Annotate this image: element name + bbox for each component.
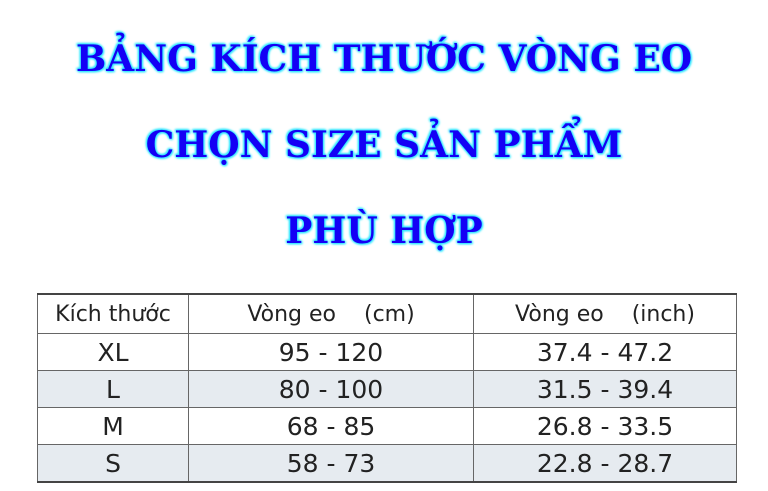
size-cell: S bbox=[37, 444, 189, 483]
cm-cell: 68 - 85 bbox=[188, 407, 474, 445]
table-row: L 80 - 100 31.5 - 39.4 bbox=[37, 370, 737, 408]
cm-cell: 80 - 100 bbox=[188, 370, 474, 408]
cm-cell: 95 - 120 bbox=[188, 333, 474, 371]
size-cell: L bbox=[37, 370, 189, 408]
cm-cell: 58 - 73 bbox=[188, 444, 474, 483]
table-header-row: Kích thước Vòng eo (cm) Vòng eo (inch) bbox=[37, 293, 737, 334]
header-waist-cm: Vòng eo (cm) bbox=[188, 293, 474, 334]
header-waist-inch: Vòng eo (inch) bbox=[473, 293, 737, 334]
size-cell: M bbox=[37, 407, 189, 445]
inch-cell: 31.5 - 39.4 bbox=[473, 370, 737, 408]
table-row: S 58 - 73 22.8 - 28.7 bbox=[37, 444, 737, 483]
table-row: M 68 - 85 26.8 - 33.5 bbox=[37, 407, 737, 445]
inch-cell: 22.8 - 28.7 bbox=[473, 444, 737, 483]
title-line-1: BẢNG KÍCH THƯỚC VÒNG EO bbox=[75, 38, 693, 80]
inch-cell: 37.4 - 47.2 bbox=[473, 333, 737, 371]
title-line-3: PHÙ HỢP bbox=[285, 210, 483, 252]
size-cell: XL bbox=[37, 333, 189, 371]
table-row: XL 95 - 120 37.4 - 47.2 bbox=[37, 333, 737, 371]
size-table: Kích thước Vòng eo (cm) Vòng eo (inch) X… bbox=[37, 293, 737, 483]
inch-cell: 26.8 - 33.5 bbox=[473, 407, 737, 445]
header-size: Kích thước bbox=[37, 293, 189, 334]
title-line-2: CHỌN SIZE SẢN PHẨM bbox=[145, 124, 623, 166]
